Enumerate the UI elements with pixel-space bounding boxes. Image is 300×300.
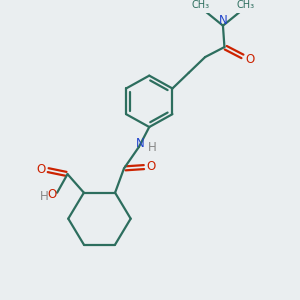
Text: O: O: [245, 53, 254, 66]
Text: CH₃: CH₃: [191, 0, 209, 10]
Text: N: N: [219, 14, 227, 27]
Text: O: O: [47, 188, 56, 201]
Text: N: N: [136, 137, 145, 150]
Text: CH₃: CH₃: [237, 0, 255, 10]
Text: O: O: [37, 163, 46, 176]
Text: H: H: [148, 140, 157, 154]
Text: O: O: [147, 160, 156, 173]
Text: H: H: [40, 190, 49, 202]
